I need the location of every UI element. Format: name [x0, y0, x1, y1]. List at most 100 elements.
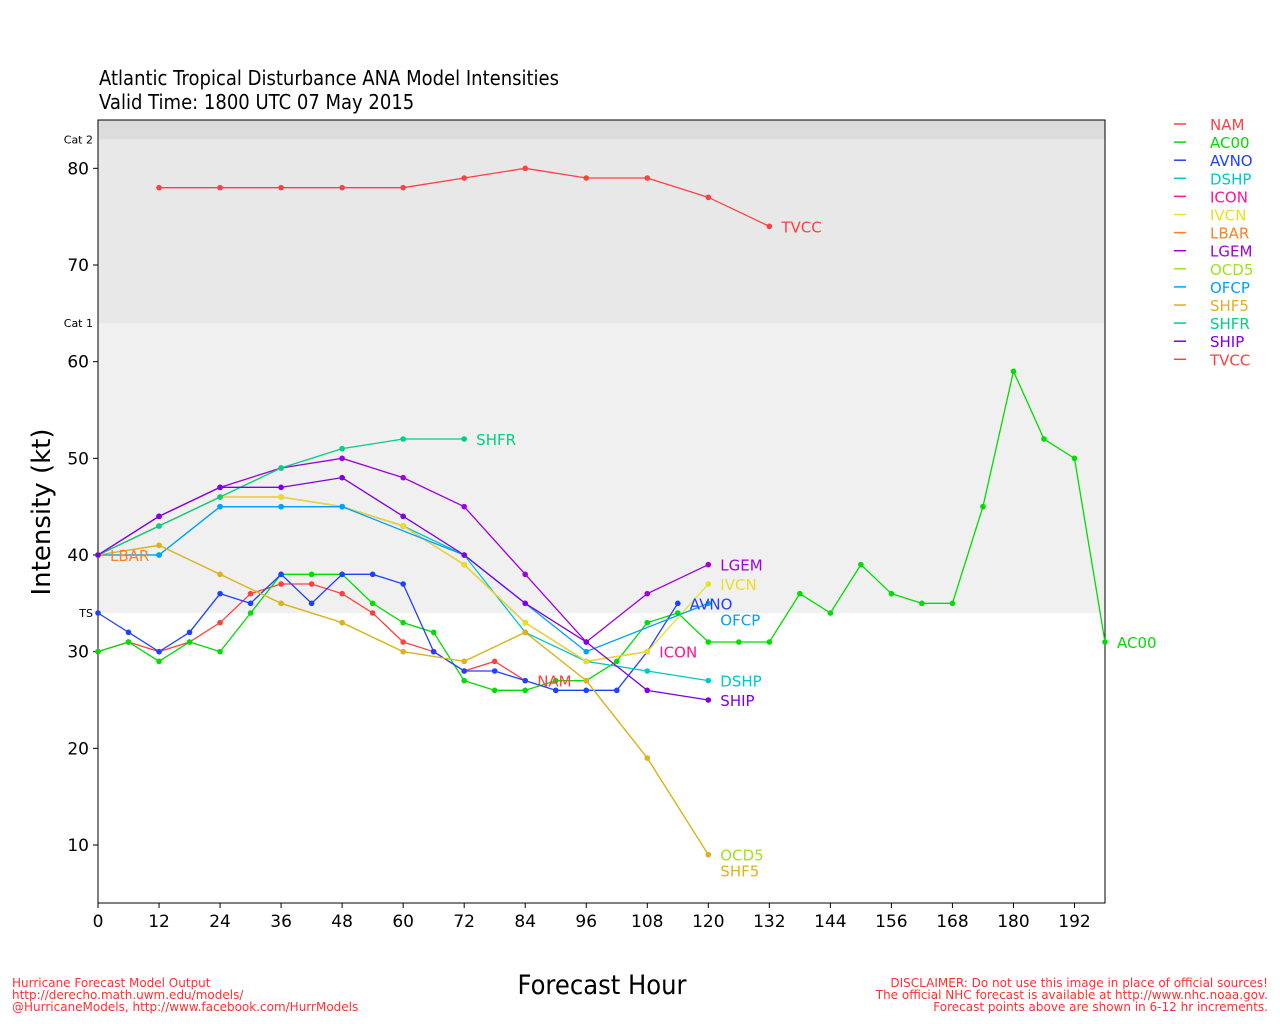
data-point-avno [217, 590, 223, 597]
legend-entry: ICON [1210, 188, 1248, 206]
series-end-label: SHF5 [720, 863, 759, 881]
data-point-tvcc [400, 184, 406, 191]
series-end-label: SHIP [720, 692, 754, 710]
data-point-tvcc [766, 223, 773, 230]
legend-entry: LGEM [1210, 243, 1252, 261]
data-point-ac00 [369, 600, 376, 607]
y-tick-label: 60 [67, 353, 89, 373]
data-point-nam [278, 581, 284, 587]
footer-left-line: http://derecho.math.uwm.edu/models/ [12, 988, 244, 1002]
x-tick-label: 120 [692, 912, 724, 932]
data-point-tvcc [339, 184, 345, 191]
series-end-label: TVCC [780, 218, 821, 236]
data-point-ivcn [705, 581, 712, 587]
series-end-label: SHFR [476, 431, 516, 449]
data-point-shfr [278, 465, 284, 471]
data-point-tvcc [278, 184, 284, 191]
data-point-nam [247, 590, 254, 597]
x-tick-label: 144 [814, 912, 846, 932]
data-point-ivcn [400, 523, 406, 529]
data-point-nam [339, 590, 345, 597]
data-point-dshp [644, 668, 651, 674]
data-point-shf5 [156, 542, 162, 549]
data-point-shf5 [705, 851, 712, 858]
data-point-tvcc [522, 165, 529, 172]
data-point-ofcp [278, 503, 284, 510]
data-point-ac00 [308, 571, 315, 578]
data-point-tvcc [461, 175, 467, 181]
x-tick-label: 12 [148, 912, 170, 932]
data-point-ofcp [705, 600, 712, 607]
data-point-shfr [400, 436, 406, 442]
data-point-avno [522, 677, 529, 684]
chart-title: Atlantic Tropical Disturbance ANA Model … [99, 66, 560, 90]
footer-disclaimer: DISCLAIMER: Do not use this image in pla… [876, 977, 1268, 1013]
data-point-shf5 [400, 648, 406, 655]
x-tick-label: 60 [392, 912, 414, 932]
data-point-ac00 [766, 639, 773, 645]
series-end-label: AVNO [690, 595, 733, 613]
footer-left-line: @HurricaneModels, http://www.facebook.co… [12, 1000, 359, 1014]
x-tick-label: 72 [453, 912, 475, 932]
y-tick-label: 70 [67, 256, 89, 276]
data-point-shf5 [583, 677, 590, 684]
y-tick-label: 50 [67, 449, 89, 469]
data-point-ac00 [95, 648, 101, 655]
series-end-label: OFCP [720, 611, 760, 629]
x-tick-label: 192 [1058, 912, 1090, 932]
data-point-ship [156, 513, 162, 520]
series-end-label: LBAR [110, 547, 149, 565]
category-band [98, 323, 1105, 613]
data-point-ac00 [522, 687, 529, 694]
data-point-ac00 [461, 677, 467, 684]
data-point-ac00 [491, 687, 498, 694]
y-tick-label: 80 [67, 159, 89, 179]
data-point-ac00 [827, 610, 834, 616]
y-tick-label: 30 [67, 643, 89, 663]
data-point-ac00 [705, 639, 712, 645]
data-point-ship [95, 552, 101, 558]
data-point-ac00 [919, 600, 925, 607]
data-point-avno [400, 581, 406, 587]
x-tick-label: 168 [936, 912, 968, 932]
data-point-avno [308, 600, 315, 607]
data-point-avno [491, 668, 498, 674]
data-point-nam [400, 639, 406, 645]
category-band [98, 139, 1105, 323]
data-point-shf5 [217, 571, 223, 578]
data-point-shfr [217, 494, 223, 500]
data-point-lgem [461, 503, 467, 510]
data-point-ac00 [736, 639, 742, 645]
data-point-lgem [705, 561, 712, 568]
data-point-ac00 [1041, 436, 1047, 442]
data-point-lgem [644, 590, 651, 597]
legend-entry: OFCP [1210, 279, 1250, 297]
x-tick-label: 132 [753, 912, 785, 932]
data-point-ac00 [1102, 639, 1108, 645]
data-point-ivcn [522, 619, 529, 626]
footer-left: Hurricane Forecast Model Output http://d… [12, 977, 358, 1013]
data-point-avno [583, 687, 590, 694]
data-point-avno [186, 629, 193, 636]
data-point-shf5 [644, 755, 651, 761]
data-point-avno [430, 648, 437, 655]
data-point-ac00 [1071, 455, 1078, 462]
data-point-shf5 [522, 629, 529, 636]
data-point-ac00 [888, 590, 895, 597]
data-point-ac00 [430, 629, 437, 636]
data-point-ac00 [644, 619, 651, 626]
data-point-avno [339, 571, 345, 578]
data-point-tvcc [156, 184, 162, 191]
data-point-ac00 [858, 561, 864, 568]
data-point-shfr [461, 436, 467, 442]
series-end-label: AC00 [1117, 634, 1157, 652]
category-band-label: Cat 1 [64, 317, 93, 330]
series-end-label: NAM [537, 673, 571, 691]
chart-subtitle: Valid Time: 1800 UTC 07 May 2015 [99, 90, 415, 114]
x-tick-label: 0 [93, 912, 104, 932]
data-point-ac00 [1010, 368, 1017, 375]
data-point-ofcp [583, 648, 590, 655]
data-point-ac00 [125, 639, 132, 645]
footer-left-line: Hurricane Forecast Model Output [12, 976, 211, 990]
data-point-avno [125, 629, 132, 636]
